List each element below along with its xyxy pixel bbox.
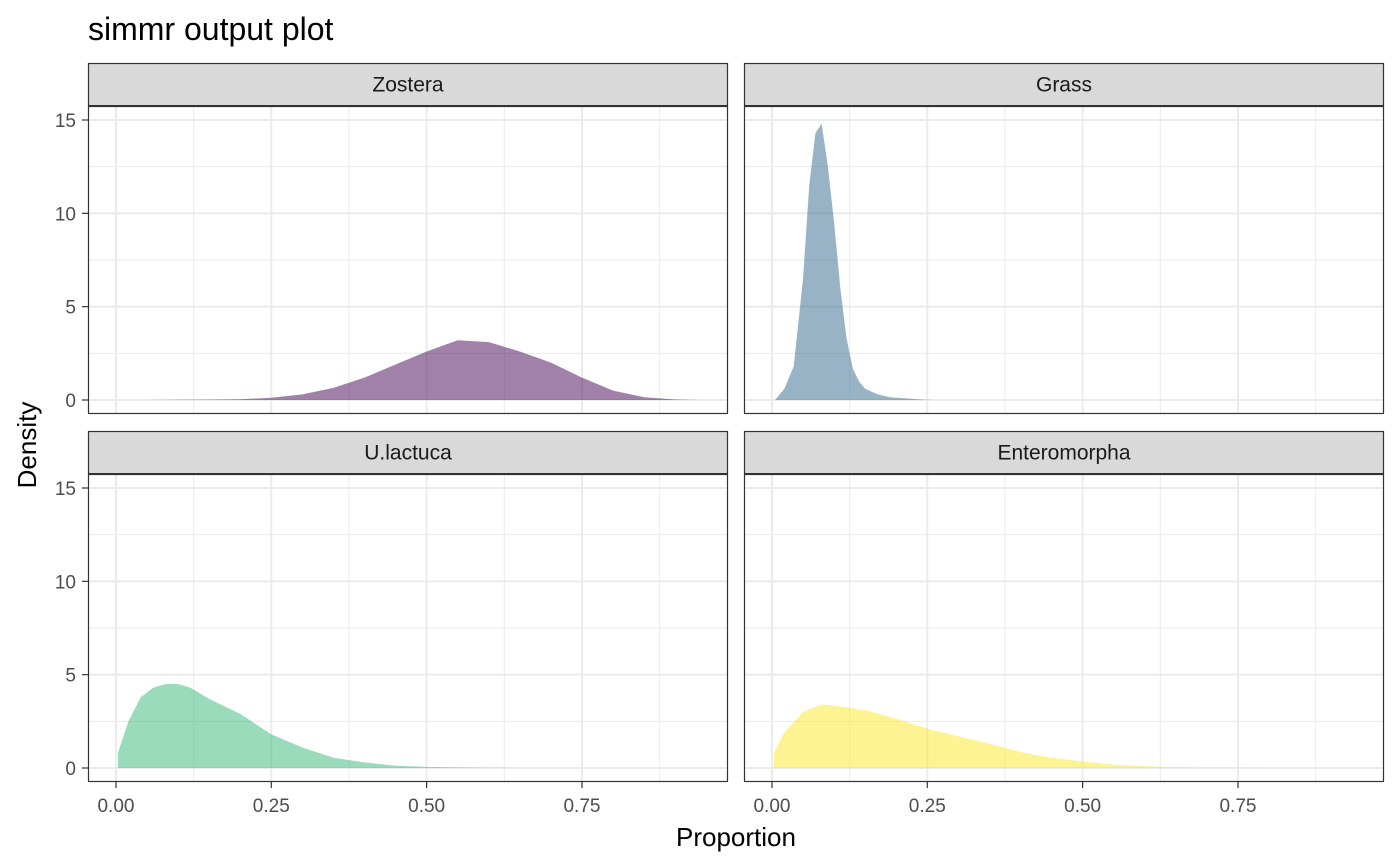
- x-tick-label: 0.75: [563, 796, 600, 817]
- x-tick-label: 0.50: [1064, 796, 1101, 817]
- y-tick-label: 0: [65, 391, 76, 412]
- y-tick-label: 10: [55, 572, 76, 593]
- facet-panel-grass: Grass: [743, 62, 1385, 415]
- facet-strip: [743, 62, 1385, 108]
- facet-panel-u-lactuca: U.lactuca 0 5 10 15 0.00 0.25 0.50 0.75: [55, 430, 729, 817]
- facet-strip-label: Grass: [1036, 74, 1092, 97]
- y-tick-label: 5: [65, 666, 76, 687]
- facet-strip: [743, 430, 1385, 476]
- chart-title: simmr output plot: [88, 11, 334, 47]
- x-tick-label: 0.25: [253, 796, 290, 817]
- x-tick-label: 0.00: [753, 796, 790, 817]
- x-tick-label: 0.50: [408, 796, 445, 817]
- density-area-u-lactuca: [117, 684, 520, 768]
- y-tick-label: 15: [55, 479, 76, 500]
- x-tick-label: 0.25: [909, 796, 946, 817]
- x-axis-title: Proportion: [676, 822, 796, 852]
- y-tick-label: 5: [65, 298, 76, 319]
- facet-grid: Zostera 0 5 10 15 Grass U.lactuca 0 5 10 15 0.00 0.2…: [55, 62, 1385, 817]
- density-area-zostera: [115, 340, 701, 400]
- facet-panel-zostera: Zostera 0 5 10 15: [55, 62, 729, 415]
- x-tick-label: 0.00: [97, 796, 134, 817]
- facet-panel-enteromorpha: Enteromorpha 0.00 0.25 0.50 0.75: [743, 430, 1385, 817]
- x-tick-label: 0.75: [1219, 796, 1256, 817]
- density-area-grass: [775, 123, 934, 400]
- facet-strip-label: Enteromorpha: [997, 442, 1130, 465]
- facet-strip: [87, 62, 729, 108]
- y-tick-label: 10: [55, 204, 76, 225]
- y-tick-label: 0: [65, 759, 76, 780]
- density-area-enteromorpha: [773, 704, 1270, 768]
- y-tick-label: 15: [55, 111, 76, 132]
- facet-strip-label: U.lactuca: [364, 442, 452, 465]
- facet-strip-label: Zostera: [372, 74, 444, 97]
- facet-strip: [87, 430, 729, 476]
- y-axis-title: Density: [12, 402, 42, 489]
